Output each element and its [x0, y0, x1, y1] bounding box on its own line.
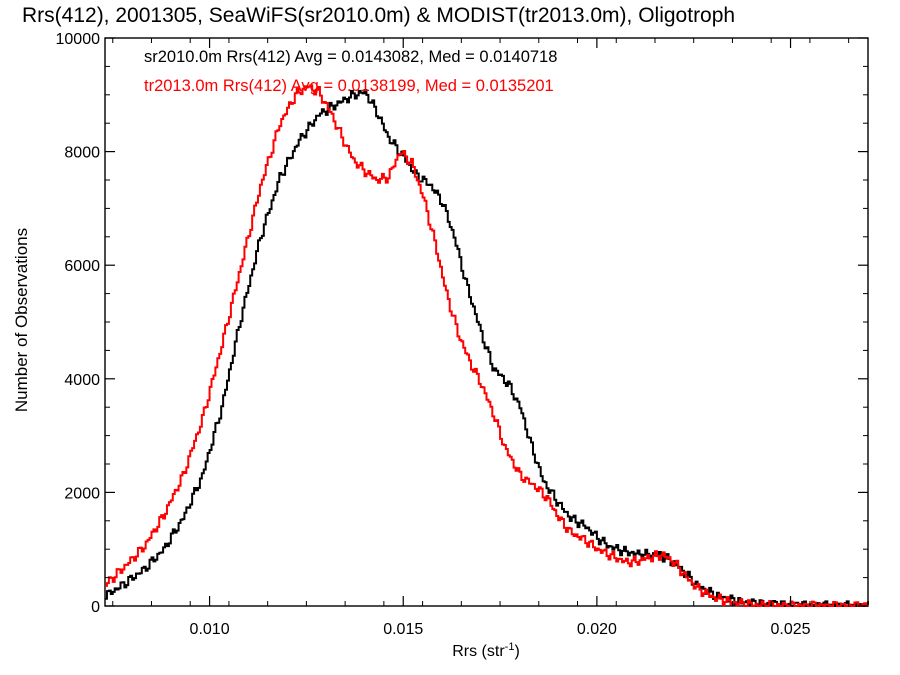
x-axis-label-superscript: -1	[505, 641, 515, 653]
x-axis-ticks: 0.010 0.015 0.020 0.025	[112, 38, 850, 638]
legend-entry-1: sr2010.0m Rrs(412) Avg = 0.0143082, Med …	[144, 48, 557, 66]
x-tick-label: 0.010	[190, 621, 230, 638]
legend-entry-2: tr2013.0m Rrs(412) Avg = 0.0138199, Med …	[144, 77, 554, 95]
series-layer	[105, 84, 869, 607]
x-tick-label: 0.025	[771, 621, 811, 638]
y-tick-label: 6000	[64, 258, 100, 275]
y-tick-label: 0	[91, 599, 100, 616]
chart-title: Rrs(412), 2001305, SeaWiFS(sr2010.0m) & …	[22, 4, 735, 27]
y-axis-label: Number of Observations	[12, 228, 31, 412]
series-line-2	[105, 84, 868, 607]
plot-frame	[104, 37, 869, 607]
y-tick-label: 10000	[56, 31, 101, 48]
y-axis-ticks: 0 2000 4000 6000 8000 10000	[56, 31, 868, 616]
y-tick-label: 8000	[64, 145, 100, 162]
x-tick-label: 0.020	[577, 621, 617, 638]
x-axis-label-close: )	[514, 643, 519, 660]
y-tick-label: 2000	[64, 485, 100, 502]
plot-area: 0.010 0.015 0.020 0.025 0 2000 4000 6000 8000 10…	[56, 31, 869, 638]
series-line-1	[105, 89, 869, 607]
legend: sr2010.0m Rrs(412) Avg = 0.0143082, Med …	[144, 48, 557, 95]
y-tick-label: 4000	[64, 372, 100, 389]
x-axis-label: Rrs (str-1)	[452, 641, 520, 660]
x-tick-label: 0.015	[383, 621, 423, 638]
